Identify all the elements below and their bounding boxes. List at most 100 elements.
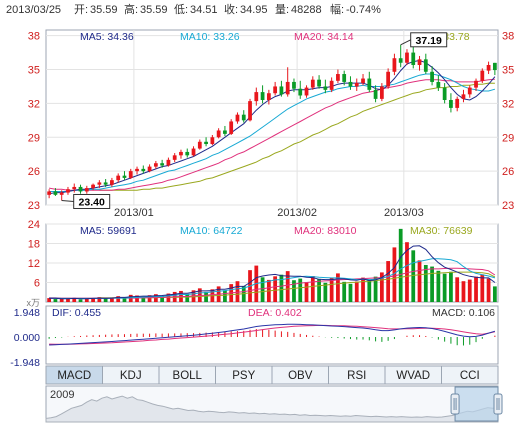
candle-body	[110, 180, 114, 185]
annotation-max-box	[410, 32, 448, 48]
tab-macd[interactable]: MACD	[45, 365, 103, 385]
price-y-tick: 35	[28, 65, 40, 77]
volume-bar	[467, 279, 472, 302]
macd-legend-macd: MACD: 0.106	[432, 307, 495, 319]
header-quote: 2013/03/25 开: 35.59 高: 35.59 低: 34.51 收:…	[6, 2, 381, 16]
quote-high: 35.59	[140, 4, 168, 16]
candle-body	[235, 114, 240, 122]
volume-bar	[398, 228, 403, 302]
volume-bar	[348, 283, 353, 302]
tab-label[interactable]: BOLL	[173, 370, 203, 382]
price-y-tick-right: 26	[502, 166, 514, 178]
overview-year-label: 2009	[50, 389, 74, 401]
candle-body	[461, 94, 466, 99]
handle-grip[interactable]	[493, 393, 503, 415]
volume-legend-ma30: MA30: 76639	[410, 225, 473, 237]
tab-label[interactable]: OBV	[288, 370, 313, 382]
volume-bar	[354, 281, 359, 302]
volume-bar	[373, 276, 378, 302]
tab-kdj[interactable]: KDJ	[102, 365, 160, 385]
candle-body	[417, 59, 422, 65]
volume-bar	[392, 247, 397, 302]
quote-volume: 48288	[291, 4, 322, 16]
tab-wvad[interactable]: WVAD	[384, 365, 442, 385]
candle-body	[298, 88, 303, 96]
quote-open-label: 开:	[74, 4, 88, 16]
tab-label[interactable]: KDJ	[120, 370, 142, 382]
price-y-tick: 32	[28, 98, 40, 110]
volume-bar	[260, 277, 265, 302]
candle-body	[248, 101, 252, 121]
volume-bar	[442, 273, 447, 302]
candle-body	[72, 186, 77, 190]
candle-body	[223, 130, 227, 134]
volume-y-tick: 6	[34, 278, 40, 290]
price-y-tick-right: 35	[502, 65, 514, 77]
volume-bar	[367, 279, 372, 302]
volume-y-tick: 18	[28, 239, 40, 251]
tab-rsi[interactable]: RSI	[328, 365, 386, 385]
candle-body	[336, 74, 340, 81]
candle-body	[185, 151, 190, 156]
overview-left-handle[interactable]	[450, 393, 460, 415]
overview-selection-window[interactable]	[454, 386, 499, 422]
price-panel: 38 38 35 35 32 32 29 29 26 26 23 23 2013/01 2013/02 20…	[28, 29, 514, 219]
candle-body	[179, 151, 183, 156]
tab-label[interactable]: RSI	[347, 370, 366, 382]
volume-bar	[474, 276, 478, 302]
candle-body	[103, 182, 108, 185]
volume-y-tick: 24	[28, 219, 40, 231]
candle-body	[216, 130, 221, 138]
candle-body	[210, 137, 215, 145]
candle-body	[254, 92, 259, 102]
candle-body	[379, 86, 384, 99]
candle-body	[492, 62, 497, 71]
macd-legend-dea: DEA: 0.402	[248, 307, 302, 319]
price-y-tick: 23	[28, 200, 40, 212]
volume-bar	[417, 260, 422, 302]
volume-bar	[72, 297, 77, 302]
candle-body	[323, 86, 328, 90]
tab-background[interactable]	[441, 365, 499, 385]
volume-legend-ma20: MA20: 83010	[294, 225, 357, 237]
candle-body	[310, 79, 315, 88]
volume-bar	[116, 296, 121, 302]
volume-bar	[185, 293, 190, 302]
tab-label[interactable]: CCI	[460, 370, 480, 382]
candle-body	[53, 191, 58, 195]
tab-label[interactable]: WVAD	[396, 370, 430, 382]
candle-body	[442, 87, 447, 100]
volume-bar	[122, 297, 127, 302]
volume-bar	[84, 298, 89, 302]
candle-body	[66, 189, 70, 193]
candle-body	[480, 70, 485, 81]
candle-body	[84, 188, 89, 192]
macd-panel: 1.948 0.000 -1.948 DIF: 0.455 DEA: 0.402 MACD…	[10, 305, 499, 369]
tab-label[interactable]: PSY	[232, 370, 255, 382]
candle-body	[78, 186, 83, 192]
volume-bar	[405, 242, 409, 302]
volume-y-tick: 12	[28, 258, 40, 270]
tab-cci[interactable]: CCI	[441, 365, 499, 385]
handle-grip[interactable]	[450, 393, 460, 415]
candle-body	[292, 81, 296, 89]
candle-body	[128, 171, 133, 178]
tab-psy[interactable]: PSY	[215, 365, 273, 385]
volume-bar	[204, 291, 208, 302]
volume-bar	[292, 280, 296, 302]
candle-body	[260, 92, 265, 100]
candle-body	[91, 184, 95, 189]
quote-close-label: 收:	[224, 2, 238, 16]
volume-legend-ma10: MA10: 64722	[180, 225, 243, 237]
volume-bar	[160, 296, 165, 302]
candle-body	[204, 141, 208, 145]
tab-obv[interactable]: OBV	[271, 365, 329, 385]
overview-right-handle[interactable]	[493, 393, 503, 415]
tab-boll[interactable]: BOLL	[158, 365, 216, 385]
volume-bar	[323, 282, 328, 302]
quote-change-label: 幅:	[330, 3, 344, 16]
volume-bar	[141, 296, 146, 302]
candle-body	[329, 80, 334, 90]
volume-bar	[430, 266, 434, 302]
tab-label[interactable]: MACD	[57, 370, 91, 382]
